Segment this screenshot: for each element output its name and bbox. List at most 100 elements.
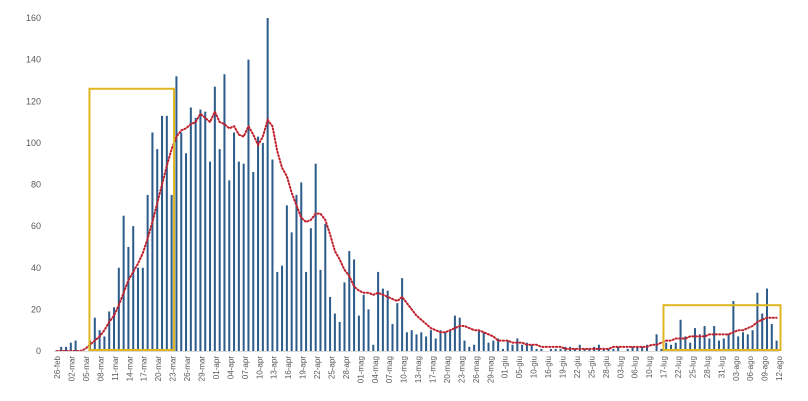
- x-tick-label: 07-apr: [241, 356, 250, 379]
- bar: [770, 323, 773, 351]
- bar: [357, 315, 360, 351]
- bar: [492, 340, 495, 351]
- bar: [516, 338, 519, 351]
- bar: [213, 86, 216, 352]
- x-tick-label: 28-lug: [703, 356, 712, 378]
- bar: [165, 115, 168, 351]
- y-tick-label: 60: [31, 221, 41, 231]
- x-axis-tick-labels: 26-feb 02-mar 05-mar 08-mar 11-mar 14-mar 17-m…: [53, 355, 784, 383]
- bar: [247, 59, 250, 352]
- bar: [434, 338, 437, 351]
- x-tick-label: 31-lug: [717, 356, 726, 378]
- x-tick-label: 01-mag: [356, 356, 365, 383]
- bar: [641, 346, 644, 351]
- x-tick-label: 16-giu: [544, 356, 553, 378]
- bar: [175, 76, 178, 351]
- bar: [607, 348, 610, 351]
- x-tick-label: 12-ago: [775, 355, 784, 380]
- bar: [410, 330, 413, 351]
- x-tick-label: 02-mar: [68, 356, 77, 382]
- bar: [93, 317, 96, 351]
- x-tick-label: 22-apr: [313, 356, 322, 379]
- highlight-rectangle: [662, 304, 782, 351]
- bar: [737, 336, 740, 351]
- bar: [367, 309, 370, 352]
- x-tick-label: 25-apr: [327, 356, 336, 379]
- x-tick-label: 28-apr: [342, 356, 351, 379]
- bar: [617, 346, 620, 351]
- x-tick-label: 17-lug: [660, 356, 669, 378]
- x-tick-label: 19-giu: [559, 356, 568, 378]
- bar: [631, 346, 634, 351]
- x-tick-label: 03-ago: [732, 355, 741, 380]
- bar: [305, 271, 308, 351]
- bar: [626, 348, 629, 351]
- x-tick-label: 07-mag: [385, 356, 394, 383]
- bar: [252, 172, 255, 351]
- bar: [559, 348, 562, 351]
- x-tick-label: 09-ago: [761, 355, 770, 380]
- x-tick-label: 25-giu: [587, 356, 596, 378]
- bar: [381, 288, 384, 351]
- bar: [185, 153, 188, 351]
- bar-series: [60, 18, 778, 352]
- x-tick-label: 17-mar: [140, 356, 149, 382]
- bar: [765, 288, 769, 351]
- bar: [741, 332, 744, 351]
- y-tick-label: 100: [26, 138, 41, 148]
- x-tick-label: 06-ago: [746, 355, 755, 380]
- bar: [108, 311, 111, 351]
- bar: [141, 267, 144, 351]
- bar: [674, 342, 677, 351]
- y-tick-label: 160: [26, 13, 41, 23]
- bar: [693, 328, 696, 351]
- bar: [501, 348, 504, 351]
- bar: [242, 163, 245, 351]
- bar: [463, 340, 466, 351]
- bar: [717, 340, 720, 351]
- bar: [655, 334, 658, 351]
- bar: [679, 319, 682, 351]
- y-tick-label: 140: [26, 55, 41, 65]
- bar: [420, 332, 423, 351]
- bar: [180, 132, 183, 351]
- bar: [684, 336, 687, 351]
- y-tick-label: 20: [31, 304, 41, 314]
- x-tick-label: 14-mar: [125, 356, 134, 382]
- x-tick-label: 29-mar: [198, 356, 207, 382]
- x-tick-label: 01-giu: [501, 356, 510, 378]
- x-tick-label: 26-mar: [183, 356, 192, 382]
- x-tick-label: 04-apr: [226, 356, 235, 379]
- bar: [199, 109, 202, 351]
- bar: [309, 228, 312, 351]
- bar: [266, 18, 269, 351]
- y-tick-label: 0: [36, 346, 41, 356]
- x-tick-label: 29-mag: [486, 356, 495, 383]
- x-tick-label: 01-apr: [212, 356, 221, 379]
- bar: [127, 246, 130, 351]
- bar: [511, 344, 514, 351]
- bar: [665, 342, 668, 351]
- bar: [377, 271, 380, 351]
- x-tick-label: 22-giu: [573, 356, 582, 378]
- bar: [521, 344, 524, 351]
- x-tick-label: 10-mag: [400, 356, 409, 383]
- bar: [271, 159, 274, 351]
- x-tick-label: 11-mar: [111, 356, 120, 381]
- bar: [103, 336, 106, 351]
- bar: [69, 342, 72, 351]
- bar: [285, 205, 288, 351]
- y-tick-label: 80: [31, 180, 41, 190]
- bar: [458, 317, 461, 351]
- bar: [439, 330, 442, 351]
- x-tick-label: 04-mag: [371, 356, 380, 383]
- bar: [578, 344, 581, 351]
- x-tick-label: 03-lug: [616, 356, 625, 378]
- bar: [698, 334, 701, 351]
- bar: [98, 330, 101, 351]
- y-tick-label: 120: [26, 96, 41, 106]
- x-tick-label: 26-feb: [53, 355, 62, 378]
- bar: [689, 342, 692, 351]
- bar: [535, 348, 538, 351]
- bar: [549, 348, 552, 351]
